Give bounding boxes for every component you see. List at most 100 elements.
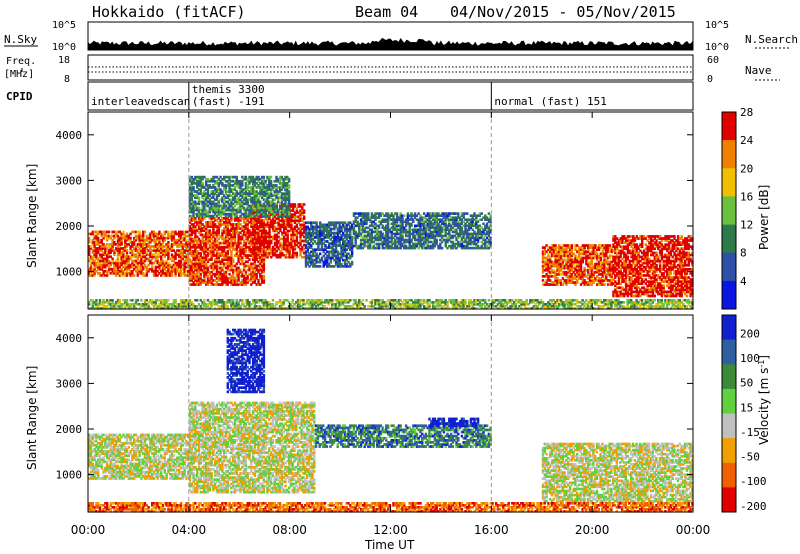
heatmap-cell — [266, 208, 269, 212]
heatmap-cell — [199, 184, 202, 187]
heatmap-cell — [133, 267, 136, 271]
heatmap-cell — [244, 250, 248, 253]
heatmap-cell — [226, 212, 229, 216]
heatmap-cell — [165, 259, 168, 263]
heatmap-cell — [113, 240, 116, 244]
heatmap-cell — [290, 203, 293, 206]
heatmap-cell — [376, 224, 379, 228]
heatmap-cell — [217, 204, 220, 208]
heatmap-cell — [290, 229, 293, 233]
heatmap-cell — [251, 219, 255, 222]
heatmap-cell — [233, 188, 237, 191]
heatmap-cell — [125, 265, 129, 269]
heatmap-cell — [313, 227, 317, 231]
heatmap-cell — [262, 204, 266, 208]
heatmap-cell — [188, 186, 192, 189]
heatmap-cell — [235, 245, 238, 249]
heatmap-cell — [322, 254, 325, 258]
heatmap-cell — [131, 265, 134, 269]
heatmap-cell — [201, 177, 204, 181]
heatmap-cell — [206, 177, 210, 181]
heatmap-cell — [203, 227, 206, 230]
heatmap-cell — [322, 242, 325, 245]
heatmap-cell — [113, 251, 116, 254]
heatmap-cell — [370, 240, 374, 244]
heatmap-cell — [107, 261, 111, 265]
heatmap-cell — [377, 216, 381, 219]
heatmap-cell — [278, 212, 282, 216]
heatmap-cell — [206, 194, 210, 197]
heatmap-cell — [306, 248, 309, 252]
heatmap-cell — [212, 206, 215, 210]
heatmap-cell — [268, 221, 271, 224]
heatmap-cell — [230, 250, 233, 253]
heatmap-cell — [345, 256, 348, 260]
heatmap-cell — [242, 221, 246, 224]
heatmap-cell — [259, 255, 262, 259]
heatmap-cell — [136, 269, 139, 273]
heatmap-cell — [170, 265, 174, 269]
heatmap-cell — [248, 212, 251, 216]
heatmap-cell — [284, 223, 288, 227]
heatmap-cell — [242, 177, 246, 181]
heatmap-cell — [224, 204, 228, 208]
heatmap-cell — [188, 206, 192, 210]
heatmap-cell — [138, 230, 141, 234]
heatmap-cell — [118, 265, 121, 269]
heatmap-cell — [246, 216, 249, 220]
heatmap-cell — [268, 200, 271, 204]
heatmap-cell — [273, 215, 277, 218]
heatmap-cell — [197, 175, 201, 179]
station-title: Hokkaido (fitACF) — [92, 3, 246, 21]
heatmap-cell — [201, 279, 204, 282]
heatmap-cell — [190, 214, 193, 218]
heatmap-cell — [365, 236, 368, 240]
heatmap-cell — [205, 241, 208, 245]
heatmap-cell — [336, 227, 340, 231]
heatmap-cell — [214, 262, 217, 266]
heatmap-cell — [228, 264, 231, 268]
heatmap-cell — [174, 251, 177, 254]
heatmap-cell — [239, 206, 242, 210]
heatmap-cell — [284, 227, 288, 231]
heatmap-cell — [88, 247, 91, 250]
heatmap-cell — [192, 214, 195, 218]
heatmap-cell — [304, 225, 308, 229]
heatmap-cell — [194, 233, 197, 237]
heatmap-cell — [98, 263, 102, 267]
heatmap-cell — [342, 242, 345, 245]
heatmap-cell — [188, 221, 192, 224]
heatmap-cell — [134, 249, 138, 252]
heatmap-cell — [116, 245, 120, 248]
heatmap-cell — [138, 261, 141, 265]
heatmap-cell — [262, 235, 266, 239]
heatmap-cell — [345, 262, 348, 266]
heatmap-cell — [320, 248, 324, 252]
heatmap-cell — [237, 216, 240, 220]
heatmap-cell — [109, 247, 112, 250]
heatmap-cell — [111, 269, 114, 273]
heatmap-cell — [257, 212, 260, 216]
heatmap-cell — [250, 283, 253, 286]
heatmap-cell — [188, 264, 192, 268]
heatmap-cell — [242, 188, 246, 191]
heatmap-cell — [185, 238, 188, 242]
heatmap-cell — [271, 229, 275, 233]
heatmap-cell — [266, 235, 269, 239]
heatmap-cell — [284, 177, 287, 181]
heatmap-cell — [292, 207, 295, 210]
heatmap-cell — [310, 238, 313, 241]
heatmap-cell — [199, 182, 202, 185]
heatmap-cell — [253, 217, 257, 220]
heatmap-cell — [221, 283, 224, 286]
heatmap-cell — [174, 240, 177, 244]
heatmap-cell — [190, 182, 193, 185]
heatmap-cell — [370, 234, 374, 238]
heatmap-cell — [154, 249, 157, 252]
heatmap-cell — [336, 254, 340, 258]
heatmap-cell — [259, 229, 262, 233]
heatmap-cell — [284, 255, 288, 259]
heatmap-cell — [261, 249, 264, 253]
heatmap-cell — [381, 244, 384, 248]
heatmap-cell — [208, 210, 211, 214]
